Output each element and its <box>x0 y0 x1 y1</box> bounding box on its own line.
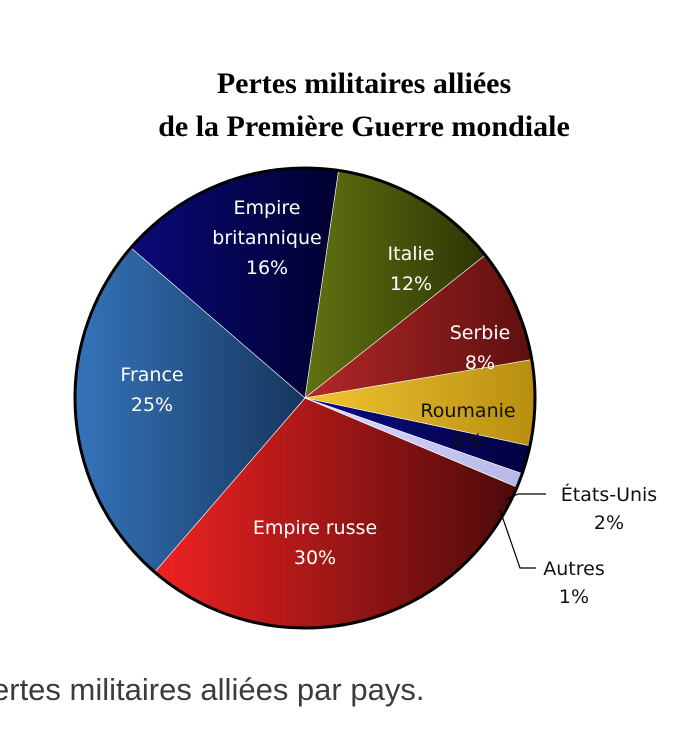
pie-outline <box>73 166 537 630</box>
slice-label-etats-unis: États-Unis 2% <box>561 483 657 534</box>
leader-lines <box>499 493 546 569</box>
pie-chart: Pertes militaires alliées de la Première… <box>73 67 657 630</box>
leader-line-autres <box>499 509 536 569</box>
leader-line-etats-unis <box>504 493 546 501</box>
slice-labels: Empire russe 30% France 25% Empire britanniqu… <box>120 197 657 608</box>
slice-label-autres: Autres 1% <box>543 558 604 608</box>
chart-title-line-2: de la Première Guerre mondiale <box>158 110 570 143</box>
slice-label-roumanie: Roumanie 6% <box>420 400 515 452</box>
figure-caption: ertes militaires alliées par pays. <box>0 672 425 707</box>
slice-label-empire-russe: Empire russe 30% <box>253 517 377 569</box>
slice-label-italie: Italie 12% <box>388 243 435 295</box>
slice-label-france: France 25% <box>120 364 183 416</box>
slice-label-empire-britannique: Empire britannique 16% <box>212 197 321 279</box>
chart-title-line-1: Pertes militaires alliées <box>217 67 511 100</box>
pie-slices <box>74 167 536 629</box>
slice-label-serbie: Serbie 8% <box>450 322 511 374</box>
